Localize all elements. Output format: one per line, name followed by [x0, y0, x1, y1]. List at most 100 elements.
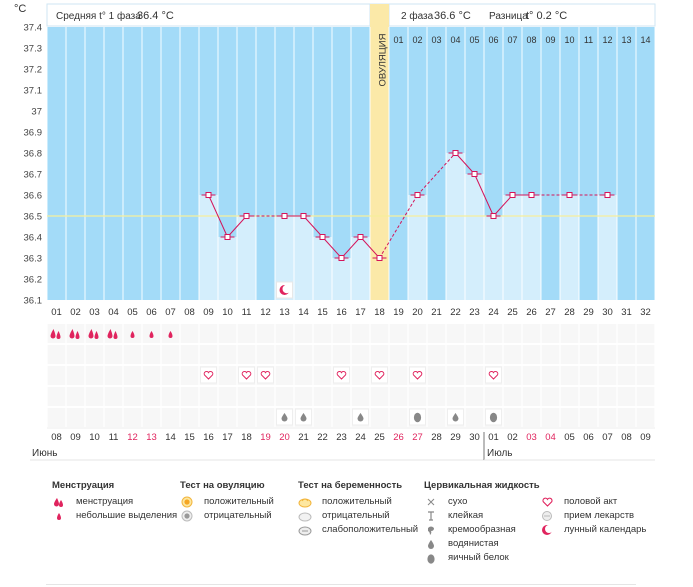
post-ovulation-day-label: 01: [393, 35, 403, 45]
temperature-bar: [294, 216, 313, 300]
heart: [241, 370, 252, 380]
egg-white-icon: [409, 408, 426, 426]
date-label: 01: [488, 432, 499, 443]
spotting-drop-icon: [52, 510, 66, 522]
date-label: 21: [298, 432, 309, 443]
menstruation-icon: [69, 329, 80, 339]
plot-area: 37.4 37.3 37.2 37.1 37 36.9 36.8 36.7 36.6 36.5 36…: [24, 4, 656, 318]
temperature-point: [505, 192, 520, 198]
watery-drop-icon: [295, 408, 312, 426]
cycle-day-label: 32: [640, 307, 651, 318]
heart: [488, 370, 499, 380]
heart: [260, 370, 271, 380]
y-tick-label: 37.4: [24, 23, 43, 34]
watery-drop-icon: [424, 539, 438, 550]
cycle-day-label: 14: [298, 307, 309, 318]
temperature-point: [239, 213, 254, 219]
temperature-point: [353, 234, 368, 240]
point-marker: [604, 192, 611, 198]
drop: [452, 413, 459, 422]
legend-label: положительный: [322, 496, 392, 507]
post-ovulation-day-label: 04: [450, 35, 460, 45]
point-marker: [490, 213, 497, 219]
temperature-point: [524, 192, 539, 198]
date-label: 08: [621, 432, 632, 443]
egg-white-icon: [424, 553, 438, 564]
point-marker: [452, 150, 459, 156]
legend-item: менструация: [52, 495, 177, 509]
ovulation-label: ОВУЛЯЦИЯ: [378, 33, 389, 86]
legend-label: слабоположительный: [322, 524, 419, 535]
temperature-bar: [275, 216, 294, 300]
point-marker: [357, 234, 364, 240]
diff-label: Разница: [489, 11, 528, 22]
cycle-day-label: 10: [222, 307, 233, 318]
cycle-day-label: 19: [393, 307, 404, 318]
legend-label: яичный белок: [448, 552, 509, 563]
date-label: 02: [507, 432, 518, 443]
moon-icon: [276, 281, 293, 299]
heart-icon: [200, 366, 217, 384]
drop: [130, 331, 135, 338]
date-label: 25: [374, 432, 385, 443]
temperature-segment: [455, 152, 475, 175]
temperature-point: [372, 255, 387, 261]
date-label: 10: [89, 432, 100, 443]
y-tick-label: 36.2: [24, 275, 43, 286]
menstruation-drop-icon: [52, 496, 66, 508]
heart-cell: [485, 366, 502, 384]
cycle-day-label: 22: [450, 307, 461, 318]
legend-other: половой акт прием лекарств лунный календ…: [540, 495, 646, 537]
cycle-day-label: 03: [89, 307, 100, 318]
point-marker: [300, 213, 307, 219]
temperature-segment: [417, 152, 456, 196]
temperature-bar: [522, 195, 541, 300]
legend-item: прием лекарств: [540, 509, 646, 523]
temperature-point: [277, 213, 292, 219]
heart: [374, 370, 385, 380]
temperature-bar: [598, 195, 617, 300]
menstruation-icon: [50, 329, 61, 339]
cycle-day-label: 25: [507, 307, 518, 318]
cycle-day-label: 24: [488, 307, 499, 318]
pill-icon: [540, 510, 554, 522]
egg: [489, 412, 498, 423]
heart-cell: [409, 366, 426, 384]
egg: [413, 412, 422, 423]
post-ovulation-day-label: 03: [431, 35, 441, 45]
legend-item: яичный белок: [424, 551, 540, 565]
date-label: 03: [526, 432, 537, 443]
ovulation-band: [370, 4, 389, 300]
legend-title: Тест на беременность: [298, 480, 403, 491]
point-marker: [376, 255, 383, 261]
y-tick-label: 36.4: [24, 233, 43, 244]
phase2-label: 2 фаза: [401, 10, 434, 22]
watery-drop-icon: [276, 408, 293, 426]
post-ovulation-day-label: 05: [469, 35, 479, 45]
date-label: 27: [412, 432, 423, 443]
ovulation-negative-icon: [180, 510, 194, 522]
post-ovulation-day-label: 11: [584, 35, 593, 45]
temperature-bar: [465, 174, 484, 300]
y-tick-label: 36.9: [24, 128, 43, 139]
heart-icon: [238, 366, 255, 384]
point-marker: [338, 255, 345, 261]
dry-cross-icon: [424, 497, 438, 507]
cycle-day-label: 26: [526, 307, 537, 318]
date-label: 06: [583, 432, 594, 443]
ovulation-positive-icon: [180, 496, 194, 508]
legend-title: Тест на овуляцию: [180, 480, 265, 491]
temperature-segment: [227, 215, 247, 238]
date-label: 08: [51, 432, 62, 443]
temperature-segment: [208, 194, 228, 238]
date-label: 05: [564, 432, 575, 443]
y-tick-label: 37.2: [24, 65, 43, 76]
legend-item: водянистая: [424, 537, 540, 551]
heart: [336, 370, 347, 380]
point-marker: [319, 234, 326, 240]
point-marker: [471, 171, 478, 177]
phase1-value: 36.4 °C: [137, 10, 174, 22]
cycle-day-label: 12: [260, 307, 271, 318]
point-marker: [566, 192, 573, 198]
legend-label: прием лекарств: [564, 510, 635, 521]
